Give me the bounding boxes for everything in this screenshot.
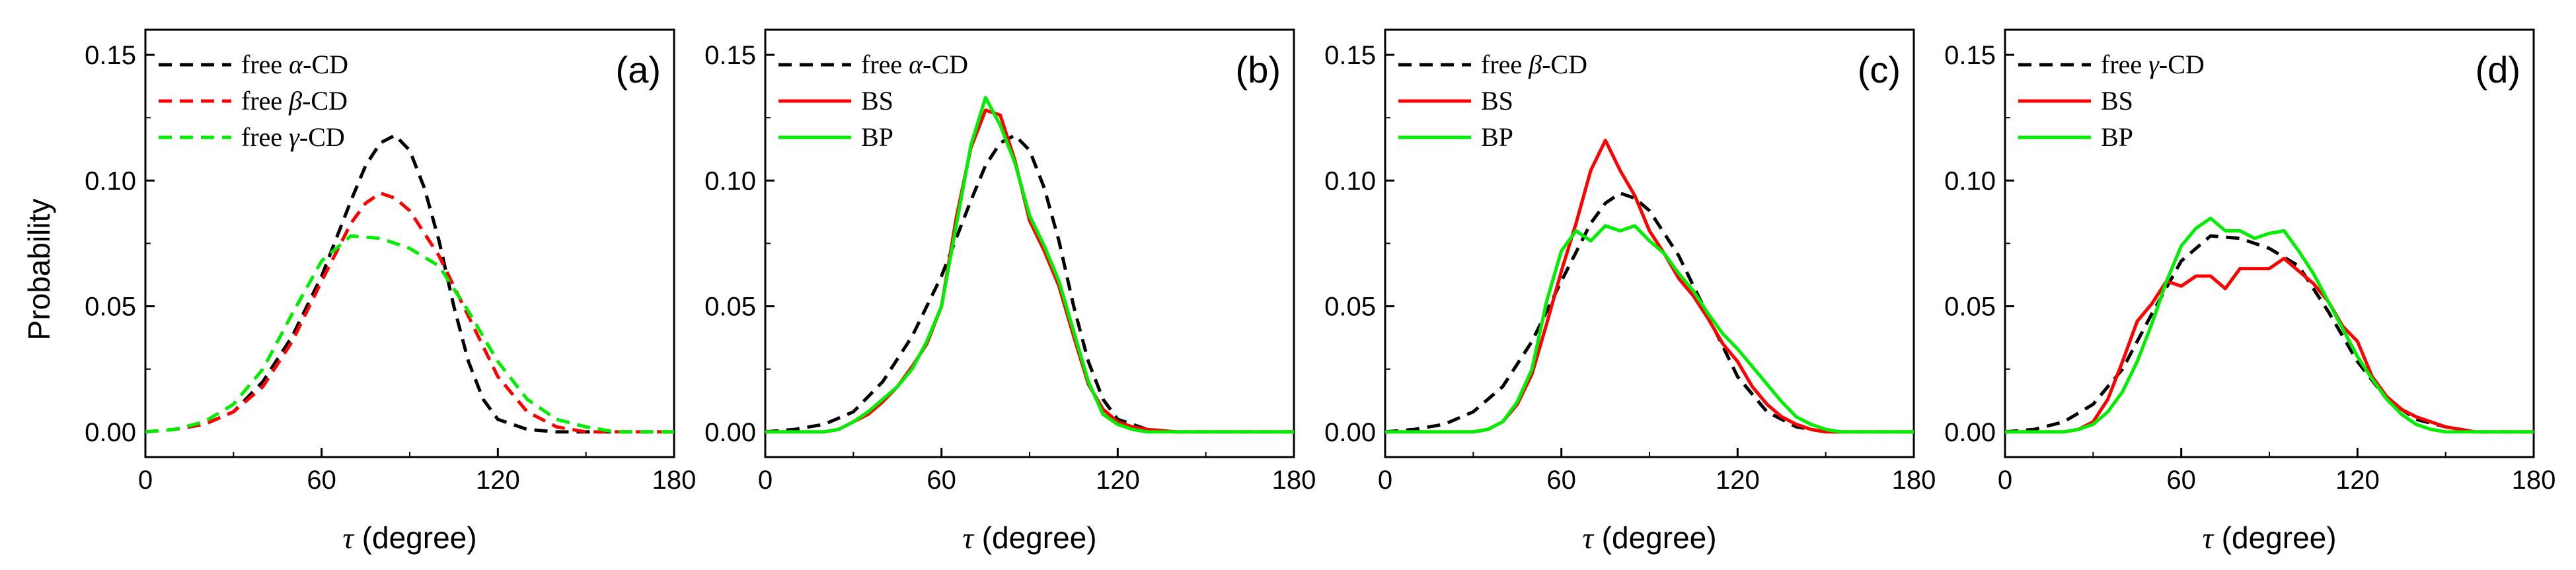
x-axis-title: τ (degree) bbox=[342, 520, 476, 555]
x-tick-label: 0 bbox=[758, 466, 773, 495]
legend-label-1: free β-CD bbox=[241, 86, 348, 116]
legend-label-2: BP bbox=[1481, 122, 1513, 152]
y-tick-label: 0.15 bbox=[85, 41, 136, 70]
x-tick-label: 0 bbox=[1998, 466, 2012, 495]
legend-suffix: -CD bbox=[923, 50, 968, 79]
x-tick-label: 120 bbox=[1716, 466, 1760, 495]
x-axis-title: τ (degree) bbox=[2202, 520, 2336, 555]
x-axis-symbol: τ bbox=[962, 521, 974, 555]
y-tick-label: 0.05 bbox=[704, 293, 756, 322]
legend-label-1: BS bbox=[2101, 86, 2133, 116]
legend-symbol: β bbox=[1528, 50, 1542, 79]
x-axis-symbol: τ bbox=[2202, 521, 2214, 555]
legend-symbol: γ bbox=[289, 122, 300, 152]
y-tick-label: 0.15 bbox=[1324, 41, 1376, 70]
legend-suffix: BS bbox=[861, 86, 893, 116]
legend-label-2: free γ-CD bbox=[241, 122, 345, 152]
y-tick-label: 0.00 bbox=[1324, 418, 1376, 447]
panel-d: 0 60 120 180 0.00 0.05 0.10 0.15 τ (degree) free … bbox=[1944, 28, 2556, 555]
series-line-2 bbox=[1385, 224, 1914, 434]
x-tick-label: 120 bbox=[476, 466, 520, 495]
x-tick-label: 60 bbox=[307, 466, 336, 495]
y-tick-label: 0.10 bbox=[85, 166, 136, 196]
series-line-2 bbox=[145, 234, 674, 434]
panel-label: (a) bbox=[616, 49, 661, 90]
y-axis-title: Probability bbox=[22, 199, 56, 341]
x-axis-unit: (degree) bbox=[973, 520, 1097, 555]
panel-label: (b) bbox=[1236, 49, 1281, 90]
legend-symbol: α bbox=[909, 50, 923, 79]
x-tick-label: 180 bbox=[652, 466, 697, 495]
legend-label-1: BS bbox=[1481, 86, 1513, 116]
y-tick-label: 0.00 bbox=[1944, 418, 1996, 447]
x-axis-title: τ (degree) bbox=[962, 520, 1096, 555]
y-tick-label: 0.10 bbox=[1324, 166, 1376, 196]
x-axis-unit: (degree) bbox=[354, 520, 477, 555]
y-tick-label: 0.10 bbox=[704, 166, 756, 196]
x-tick-label: 180 bbox=[1272, 466, 1316, 495]
legend-suffix: -CD bbox=[302, 86, 348, 116]
x-tick-label: 120 bbox=[1096, 466, 1140, 495]
panel-c: 0 60 120 180 0.00 0.05 0.10 0.15 τ (degree) free … bbox=[1324, 28, 1936, 555]
legend-prefix: free bbox=[241, 122, 289, 152]
y-tick-label: 0.15 bbox=[704, 41, 756, 70]
legend-suffix: -CD bbox=[1542, 50, 1587, 79]
y-tick-label: 0.05 bbox=[1944, 293, 1996, 322]
legend-label-0: free β-CD bbox=[1481, 50, 1587, 79]
legend-label-0: free α-CD bbox=[241, 50, 348, 79]
legend-label-2: BP bbox=[2101, 122, 2133, 152]
x-axis-symbol: τ bbox=[342, 521, 354, 555]
y-tick-label: 0.05 bbox=[1324, 293, 1376, 322]
series-line-0 bbox=[145, 133, 674, 434]
series-line-1 bbox=[145, 191, 674, 434]
y-tick-label: 0.10 bbox=[1944, 166, 1996, 196]
x-tick-label: 120 bbox=[2335, 466, 2380, 495]
legend-label-0: free γ-CD bbox=[2101, 50, 2205, 79]
legend-suffix: -CD bbox=[303, 50, 348, 79]
panel-label: (d) bbox=[2476, 49, 2520, 90]
y-tick-label: 0.15 bbox=[1944, 41, 1996, 70]
legend-prefix: free bbox=[241, 50, 289, 79]
x-tick-label: 60 bbox=[2166, 466, 2196, 495]
x-axis-title: τ (degree) bbox=[1582, 520, 1716, 555]
x-tick-label: 180 bbox=[1892, 466, 1936, 495]
legend-label-1: BS bbox=[861, 86, 893, 116]
legend-symbol: β bbox=[288, 86, 302, 116]
panel-a: 0 60 120 180 0.00 0.05 0.10 0.15 τ (degree) free … bbox=[85, 28, 697, 555]
x-tick-label: 180 bbox=[2512, 466, 2556, 495]
x-axis-unit: (degree) bbox=[1593, 520, 1717, 555]
y-tick-label: 0.05 bbox=[85, 293, 136, 322]
legend-suffix: -CD bbox=[2159, 50, 2205, 79]
legend-prefix: free bbox=[861, 50, 909, 79]
legend-label-0: free α-CD bbox=[861, 50, 968, 79]
legend-symbol: α bbox=[289, 50, 303, 79]
panel-b: 0 60 120 180 0.00 0.05 0.10 0.15 τ (degree) free … bbox=[704, 28, 1316, 555]
legend-suffix: BP bbox=[2101, 122, 2133, 152]
series-line-2 bbox=[2005, 216, 2534, 434]
x-axis-symbol: τ bbox=[1582, 521, 1594, 555]
legend-suffix: BP bbox=[861, 122, 893, 152]
x-tick-label: 0 bbox=[138, 466, 153, 495]
legend-suffix: BP bbox=[1481, 122, 1513, 152]
legend-suffix: BS bbox=[2101, 86, 2133, 116]
legend-suffix: -CD bbox=[299, 122, 345, 152]
y-tick-label: 0.00 bbox=[704, 418, 756, 447]
legend-prefix: free bbox=[2101, 50, 2148, 79]
x-tick-label: 0 bbox=[1378, 466, 1392, 495]
legend-suffix: BS bbox=[1481, 86, 1513, 116]
panel-label: (c) bbox=[1858, 49, 1901, 90]
legend-prefix: free bbox=[241, 86, 289, 116]
legend-label-2: BP bbox=[861, 122, 893, 152]
x-axis-unit: (degree) bbox=[2213, 520, 2337, 555]
series-line-2 bbox=[765, 96, 1294, 434]
x-tick-label: 60 bbox=[927, 466, 956, 495]
x-tick-label: 60 bbox=[1546, 466, 1576, 495]
legend-symbol: γ bbox=[2148, 50, 2160, 79]
legend-prefix: free bbox=[1481, 50, 1529, 79]
y-tick-label: 0.00 bbox=[85, 418, 136, 447]
series-line-1 bbox=[2005, 256, 2534, 434]
